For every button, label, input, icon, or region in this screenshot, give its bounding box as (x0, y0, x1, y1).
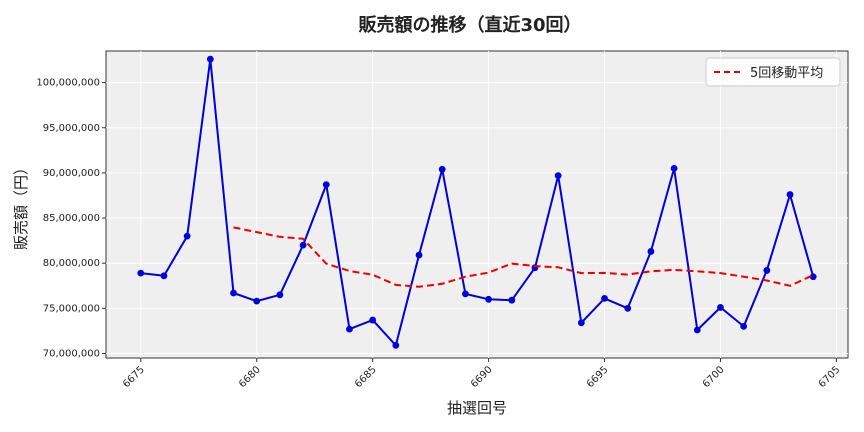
x-tick-label: 6705 (817, 364, 843, 390)
sales-data-point (601, 295, 608, 302)
y-tick-label: 90,000,000 (43, 168, 100, 179)
sales-data-point (624, 304, 632, 312)
sales-data-point (763, 267, 771, 274)
x-tick-label: 6690 (469, 364, 495, 390)
y-tick-label: 75,000,000 (43, 303, 100, 314)
sales-data-point (693, 326, 701, 334)
y-tick-label: 95,000,000 (43, 123, 100, 134)
sales-data-point (160, 272, 168, 280)
sales-data-point (253, 297, 261, 305)
legend-label-moving-average: 5回移動平均 (750, 66, 823, 81)
x-tick-label: 6700 (701, 364, 727, 390)
sales-data-point (554, 172, 562, 180)
sales-data-point (183, 232, 191, 240)
chart-title: 販売額の推移（直近30回） (358, 14, 581, 36)
x-tick-label: 6680 (237, 364, 263, 390)
sales-data-point (299, 241, 307, 249)
y-tick-label: 85,000,000 (43, 213, 100, 224)
x-axis-ticks: 6675 6680 6685 6690 6695 6700 6705 (121, 358, 843, 390)
sales-data-point (485, 295, 492, 303)
series-layer (137, 55, 817, 349)
sales-data-point (438, 165, 446, 173)
sales-data-point (346, 325, 353, 333)
sales-data-point (230, 289, 237, 297)
sales-data-point (415, 251, 423, 259)
sales-data-point (206, 55, 214, 63)
x-tick-label: 6675 (121, 364, 147, 390)
legend: 5回移動平均 (705, 57, 841, 87)
sales-data-point (577, 319, 585, 327)
sales-data-point (508, 296, 516, 304)
y-axis-ticks: 70,000,000 75,000,000 80,000,000 85,000,000… (36, 78, 106, 359)
sales-data-point (809, 273, 817, 281)
sales-data-point (717, 304, 724, 311)
legend-box (705, 57, 841, 87)
sales-data-point (392, 341, 400, 349)
sales-data-point (462, 290, 469, 298)
y-tick-label: 100,000,000 (36, 78, 100, 89)
sales-data-point (137, 269, 145, 277)
y-tick-label: 70,000,000 (43, 348, 100, 359)
sales-data-point (786, 191, 794, 198)
sales-data-point (322, 181, 330, 189)
y-tick-label: 80,000,000 (43, 258, 100, 269)
moving-average-line (233, 226, 814, 288)
plot-area (105, 50, 849, 359)
x-tick-label: 6685 (353, 364, 379, 390)
sales-data-point (276, 291, 284, 299)
sales-series-line (140, 58, 815, 347)
y-axis-label: 販売額（円） (12, 160, 30, 250)
sales-data-point (670, 164, 678, 172)
sales-data-point (740, 322, 748, 330)
x-axis-label: 抽選回号 (447, 399, 507, 417)
sales-data-point (647, 248, 655, 255)
sales-data-point (369, 316, 377, 324)
x-tick-label: 6695 (585, 364, 611, 390)
